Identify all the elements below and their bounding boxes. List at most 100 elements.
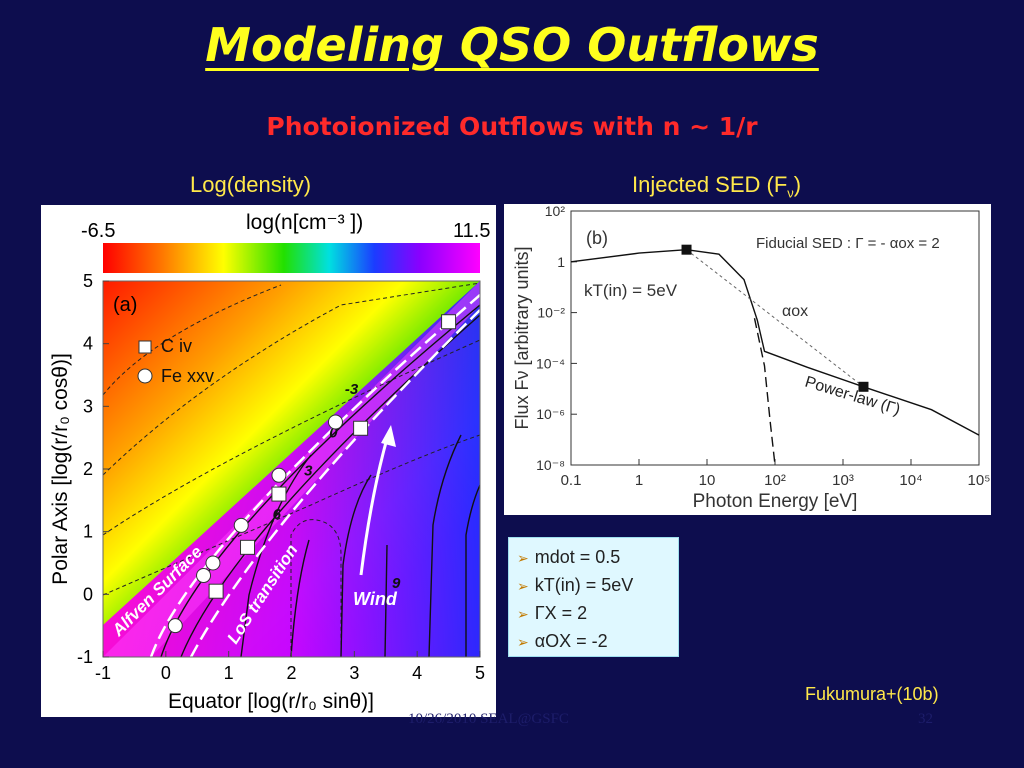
sed-line-disk xyxy=(753,318,776,466)
civ-marker xyxy=(441,314,457,330)
contour-label: -3 xyxy=(345,381,359,398)
y-tick-label: -1 xyxy=(77,647,93,667)
streamline xyxy=(340,474,372,657)
sed-y-tick-label: 10⁻⁸ xyxy=(536,457,565,473)
wind-label: Wind xyxy=(353,589,398,609)
legend-civ: C iv xyxy=(161,336,192,356)
fexxv-marker xyxy=(233,517,249,533)
sed-line-sed xyxy=(570,248,980,436)
los-transition-curve xyxy=(189,309,480,657)
sed-panel: 0.1 1 10 10² 10³ 10⁴ 10⁵ 10⁻⁸ 10⁻⁶ 10⁻⁴ 10⁻² 1 10² (… xyxy=(504,203,991,515)
density-contour xyxy=(103,284,282,396)
alpha-ox-label: αox xyxy=(782,303,808,320)
y-tick-label: 5 xyxy=(83,271,93,291)
legend-square-marker xyxy=(138,340,152,354)
fexxv-marker xyxy=(196,568,212,584)
x-axis-label: Equator [log(r/r₀ sinθ)] xyxy=(168,690,374,713)
y-tick-label: 3 xyxy=(83,396,93,416)
streamline xyxy=(465,484,480,657)
contour-labels: -3 0 3 6 9 xyxy=(273,381,401,592)
param-kt: ➢ kT(in) = 5eV xyxy=(517,575,634,595)
x-tick-label: 3 xyxy=(349,663,359,683)
fexxv-marker xyxy=(271,467,287,483)
streamline xyxy=(428,434,462,657)
fexxv-marker xyxy=(327,414,343,430)
colorbar xyxy=(103,243,480,273)
sed-y-tick-label: 10⁻⁶ xyxy=(536,406,565,422)
contour-label: 9 xyxy=(392,575,401,592)
sed-x-tick-label: 0.1 xyxy=(561,472,582,489)
density-contour xyxy=(103,339,480,536)
param-gamma: ➢ ΓX = 2 xyxy=(517,603,588,623)
colorbar-min-label: -6.5 xyxy=(81,220,115,242)
streamline xyxy=(290,539,310,657)
civ-marker xyxy=(271,486,287,502)
sed-marker xyxy=(681,244,692,255)
wind-arrowhead xyxy=(381,425,396,447)
streamline xyxy=(384,544,388,657)
sed-line-ox xyxy=(686,249,864,388)
y-tick-label: 2 xyxy=(83,459,93,479)
sed-axes: 0.1 1 10 10² 10³ 10⁴ 10⁵ 10⁻⁸ 10⁻⁶ 10⁻⁴ 10⁻² 1 10² xyxy=(536,203,991,489)
y-tick-label: 4 xyxy=(83,334,93,354)
axes: -1 0 1 2 3 4 5 -1 0 1 2 3 4 5 xyxy=(77,271,485,683)
contour-label: 0 xyxy=(329,425,338,442)
sed-x-tick-label: 10 xyxy=(699,472,716,489)
contour-label: 3 xyxy=(304,462,313,479)
sed-x-axis-label: Photon Energy [eV] xyxy=(693,491,858,512)
alfven-surface-curve xyxy=(149,294,480,657)
bullet-arrow-icon: ➢ xyxy=(517,578,529,594)
sed-y-tick-label: 10² xyxy=(545,204,566,219)
fiducial-sed-label: Fiducial SED : Γ = - αox = 2 xyxy=(756,235,940,252)
x-tick-label: 5 xyxy=(475,663,485,683)
contour-label: 6 xyxy=(273,506,282,523)
slide-number: 32 xyxy=(918,711,933,727)
sed-chart: 0.1 1 10 10² 10³ 10⁴ 10⁵ 10⁻⁸ 10⁻⁶ 10⁻⁴ 10⁻² 1 10² (… xyxy=(512,203,991,512)
x-tick-label: 0 xyxy=(161,663,171,683)
slide-title: Modeling QSO Outflows xyxy=(205,18,819,72)
density-contour xyxy=(103,434,480,596)
civ-marker xyxy=(208,583,224,599)
density-label: Log(density) xyxy=(190,172,312,197)
x-tick-label: -1 xyxy=(95,663,111,683)
sed-label: Injected SED (Fν) xyxy=(632,172,802,201)
panel-label-a: (a) xyxy=(113,294,137,316)
sed-x-tick-label: 10³ xyxy=(832,472,854,489)
sed-y-tick-label: 10⁻² xyxy=(537,305,565,321)
bullet-arrow-icon: ➢ xyxy=(517,550,529,566)
sed-x-tick-label: 10⁵ xyxy=(968,472,991,489)
bullet-arrow-icon: ➢ xyxy=(517,634,529,650)
fexxv-marker xyxy=(167,618,183,634)
bullet-arrow-icon: ➢ xyxy=(517,606,529,622)
x-tick-label: 1 xyxy=(224,663,234,683)
param-alpha: ➢ αOX = -2 xyxy=(517,631,608,651)
x-tick-label: 2 xyxy=(286,663,296,683)
wind-streamlines xyxy=(149,294,480,657)
slide-subtitle: Photoionized Outflows with n ~ 1/r xyxy=(266,112,758,141)
density-chart: -6.5 log(n[cm⁻³ ]) 11.5 -1 0 1 2 3 4 5 -1 0 1 2 3 4 5… xyxy=(49,211,490,713)
sed-markers xyxy=(681,244,869,392)
civ-marker xyxy=(240,539,256,555)
colorbar-title: log(n[cm⁻³ ]) xyxy=(246,211,363,234)
sed-x-tick-label: 10² xyxy=(764,472,786,489)
density-contour xyxy=(290,519,342,657)
fexxv-marker xyxy=(205,555,221,571)
density-contour xyxy=(103,282,480,476)
power-law-label: Power-law (Γ) xyxy=(803,374,902,419)
kt-in-label: kT(in) = 5eV xyxy=(584,281,678,300)
legend-circle-marker xyxy=(137,368,153,384)
footer-date: 10/26/2010 SEAL@GSFC xyxy=(408,711,569,727)
streamline xyxy=(240,454,312,657)
density-panel: -6.5 log(n[cm⁻³ ]) 11.5 -1 0 1 2 3 4 5 -1 0 1 2 3 4 5… xyxy=(41,205,496,717)
param-mdot: ➢ mdot = 0.5 xyxy=(517,547,621,567)
sed-y-tick-label: 10⁻⁴ xyxy=(536,355,565,371)
parameter-list: ➢ mdot = 0.5 ➢ kT(in) = 5eV ➢ ΓX = 2 ➢ αOX =… xyxy=(508,537,679,657)
colorbar-max-label: 11.5 xyxy=(453,220,490,242)
panel-label-b: (b) xyxy=(586,228,608,248)
legend-fexxv: Fe xxv xyxy=(161,366,214,386)
y-tick-label: 0 xyxy=(83,584,93,604)
x-tick-label: 4 xyxy=(412,663,422,683)
contour-lines xyxy=(103,282,480,657)
y-tick-label: 1 xyxy=(83,522,93,542)
sed-y-axis-label: Flux Fν [arbitrary units] xyxy=(512,246,532,429)
